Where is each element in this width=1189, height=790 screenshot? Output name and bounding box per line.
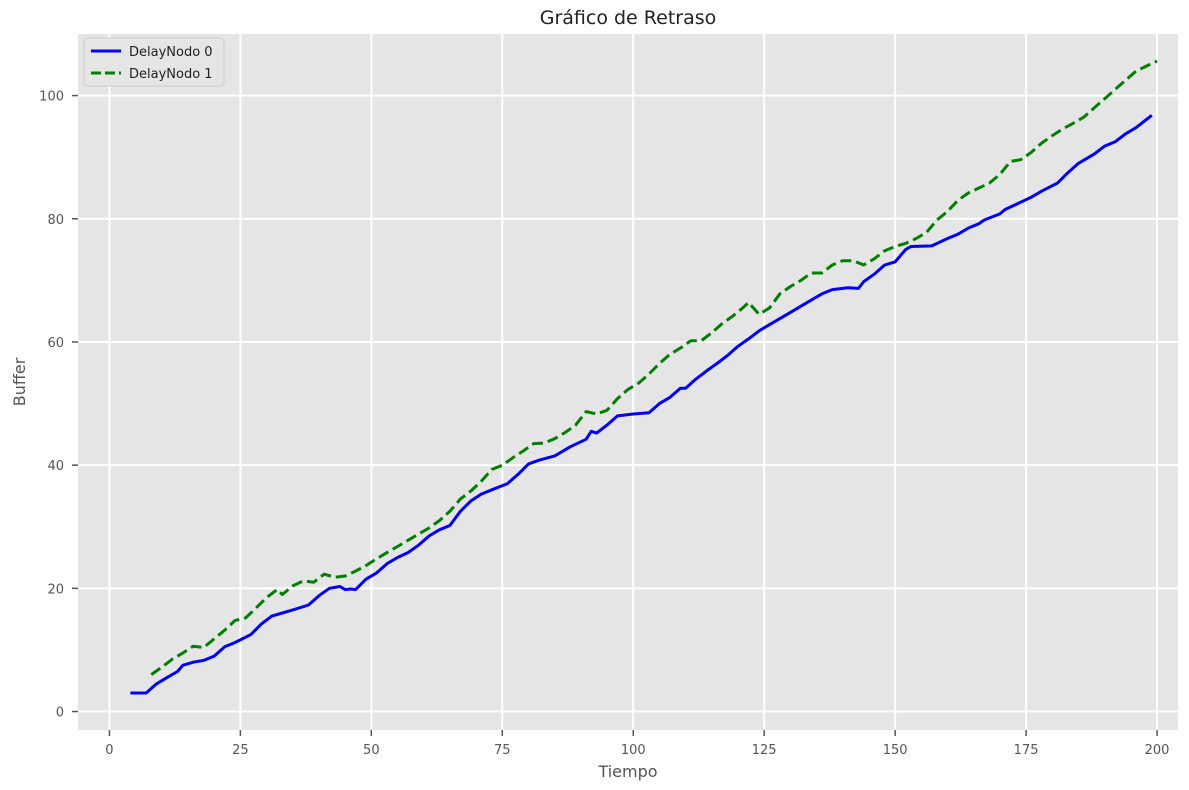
x-tick-label: 200 [1145, 743, 1170, 758]
y-axis-label: Buffer [10, 357, 29, 406]
x-tick-label: 125 [752, 743, 777, 758]
axis-ticks: 0 25 50 75 100 125 150 175 200 0 20 40 60 80 100 [39, 90, 1169, 758]
x-tick-label: 0 [105, 743, 113, 758]
x-axis-label: Tiempo [597, 762, 657, 781]
y-tick-label: 0 [56, 706, 64, 721]
series-line-delaynodo-0 [130, 114, 1153, 695]
series-lines [130, 59, 1158, 695]
chart-title: Gráfico de Retraso [540, 7, 717, 29]
x-tick-label: 50 [363, 743, 380, 758]
x-tick-label: 75 [494, 743, 511, 758]
legend-label-delaynodo-1: DelayNodo 1 [129, 67, 213, 82]
y-tick-label: 20 [47, 582, 64, 597]
grid-lines [78, 34, 1178, 730]
x-tick-label: 25 [232, 743, 249, 758]
x-tick-label: 100 [621, 743, 646, 758]
x-tick-label: 150 [883, 743, 908, 758]
legend: DelayNodo 0 DelayNodo 1 [83, 37, 225, 87]
series-line-delaynodo-1 [150, 59, 1158, 676]
y-tick-label: 80 [47, 213, 64, 228]
plot-background [78, 34, 1178, 730]
y-tick-label: 40 [47, 459, 64, 474]
y-tick-label: 100 [39, 90, 64, 105]
y-tick-label: 60 [47, 336, 64, 351]
x-tick-label: 175 [1014, 743, 1039, 758]
legend-label-delaynodo-0: DelayNodo 0 [129, 45, 213, 60]
